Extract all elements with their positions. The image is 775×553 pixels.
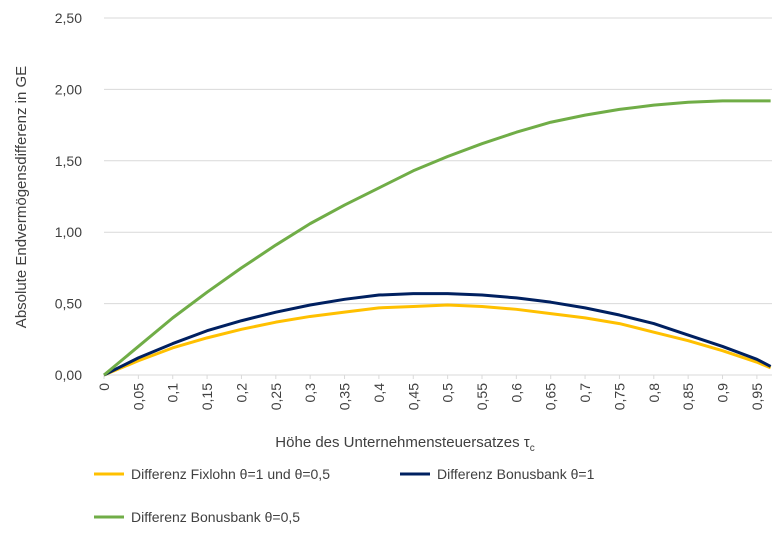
- x-tick-label: 0,35: [337, 383, 353, 410]
- series-line: [103, 303, 772, 377]
- x-tick-label: 0,15: [199, 383, 215, 410]
- y-tick-label: 1,50: [55, 153, 82, 169]
- x-tick-label: 0,4: [371, 383, 387, 403]
- legend-label: Differenz Bonusbank θ=0,5: [131, 509, 300, 525]
- legend-label: Differenz Fixlohn θ=1 und θ=0,5: [131, 466, 330, 482]
- x-tick-label: 0,2: [233, 383, 249, 403]
- x-tick-label: 0,75: [611, 383, 627, 410]
- y-axis-title: Absolute Endvermögensdifferenz in GE: [13, 66, 30, 328]
- x-tick-label: 0,25: [268, 383, 284, 410]
- x-tick-label: 0,55: [474, 383, 490, 410]
- x-tick-label: 0,6: [508, 383, 524, 403]
- series-line: [103, 292, 772, 377]
- x-axis-title: Höhe des Unternehmensteuersatzes τc: [275, 434, 534, 454]
- x-tick-label: 0,45: [405, 383, 421, 410]
- legend-label: Differenz Bonusbank θ=1: [437, 466, 595, 482]
- x-axis-title-subscript: c: [530, 443, 535, 454]
- y-tick-label: 2,50: [55, 10, 82, 26]
- x-axis-title-text: Höhe des Unternehmensteuersatzes τ: [275, 434, 529, 451]
- y-tick-label: 2,00: [55, 81, 82, 97]
- series-line: [103, 99, 771, 377]
- x-tick-label: 0,9: [715, 383, 731, 403]
- y-tick-label: 0,00: [55, 367, 82, 383]
- x-tick-label: 0,8: [646, 383, 662, 403]
- x-tick-label: 0: [96, 383, 112, 391]
- x-tick-label: 0,7: [577, 383, 593, 403]
- x-tick-label: 0,05: [130, 383, 146, 410]
- y-tick-label: 0,50: [55, 296, 82, 312]
- x-tick-label: 0,5: [440, 383, 456, 403]
- x-tick-label: 0,1: [165, 383, 181, 403]
- y-tick-label: 1,00: [55, 224, 82, 240]
- x-tick-label: 0,85: [680, 383, 696, 410]
- x-tick-label: 0,3: [302, 383, 318, 403]
- x-tick-label: 0,95: [749, 383, 765, 410]
- x-tick-label: 0,65: [543, 383, 559, 410]
